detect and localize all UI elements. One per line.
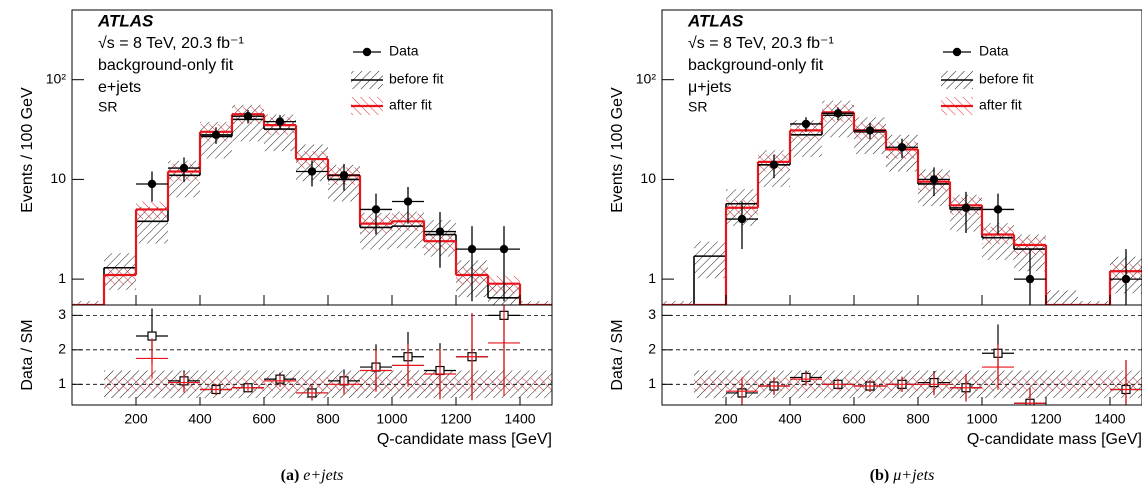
x-tick-label: 1400 xyxy=(1094,411,1125,427)
annotation: SR xyxy=(98,99,117,115)
annotation: √s = 8 TeV, 20.3 fb⁻¹ xyxy=(98,35,244,52)
y-tick-label: 1 xyxy=(648,270,656,286)
x-tick-label: 600 xyxy=(842,411,866,427)
x-axis-label: Q-candidate mass [GeV] xyxy=(967,431,1142,448)
caption-label: (b) xyxy=(870,467,890,484)
uncertainty-band xyxy=(694,308,726,326)
annotation: e+jets xyxy=(98,79,141,96)
data-point xyxy=(179,163,189,173)
legend-data-marker xyxy=(362,47,372,57)
data-point xyxy=(403,197,413,206)
ratio-frame xyxy=(71,304,553,406)
data-point xyxy=(833,109,843,118)
x-tick-label: 1200 xyxy=(440,411,471,427)
ratio-plot xyxy=(662,314,1142,405)
x-axis-label: Q-candidate mass [GeV] xyxy=(377,431,552,448)
annotation: SR xyxy=(688,99,707,115)
uncertainty-band xyxy=(1046,290,1078,305)
data-point xyxy=(211,130,221,140)
data-point xyxy=(243,112,253,121)
x-tick-label: 1200 xyxy=(1030,411,1061,427)
ratio-y-tick-label: 3 xyxy=(648,306,656,322)
legend-label: before fit xyxy=(979,71,1034,87)
ratio-y-tick-label: 2 xyxy=(648,341,656,357)
uncertainty-band xyxy=(520,301,552,305)
uncertainty-band xyxy=(662,308,694,326)
uncertainty-band xyxy=(1046,308,1078,326)
ratio-axis-label: Data / SM xyxy=(19,319,36,390)
legend-label: Data xyxy=(979,43,1009,59)
y-tick-label: 10 xyxy=(640,170,656,186)
caption: (a) e+jets xyxy=(281,467,344,484)
caption-text: e+jets xyxy=(303,467,343,484)
data-point xyxy=(307,167,317,176)
y-axis-label: Events / 100 GeV xyxy=(609,87,626,213)
data-point xyxy=(1025,274,1035,284)
legend-label: after fit xyxy=(389,97,432,113)
uncertainty-band xyxy=(1078,308,1110,326)
caption-label: (a) xyxy=(281,467,300,484)
ratio-y-tick-label: 2 xyxy=(58,341,66,357)
y-tick-label: 1 xyxy=(58,270,66,286)
data-point xyxy=(371,205,381,214)
ratio-frame xyxy=(661,304,1142,406)
data-point xyxy=(1121,274,1131,284)
data-point xyxy=(961,203,971,212)
y-tick-label: 10² xyxy=(46,70,67,86)
x-tick-label: 1000 xyxy=(376,411,407,427)
legend-data-marker xyxy=(952,47,962,57)
data-point xyxy=(499,244,509,254)
caption: (b) μ+jets xyxy=(870,467,935,484)
annotation: background-only fit xyxy=(98,57,234,74)
y-axis-label: Events / 100 GeV xyxy=(19,87,36,213)
annotation: ATLAS xyxy=(687,11,744,30)
data-point xyxy=(275,117,285,126)
x-tick-label: 600 xyxy=(252,411,276,427)
uncertainty-band xyxy=(694,241,726,279)
legend-label: Data xyxy=(389,43,419,59)
annotation: background-only fit xyxy=(688,57,824,74)
data-point xyxy=(769,160,779,170)
x-tick-label: 200 xyxy=(714,411,738,427)
data-point xyxy=(339,171,349,180)
ratio-plot xyxy=(72,305,552,401)
uncertainty-band xyxy=(72,301,104,305)
uncertainty-band xyxy=(1078,301,1110,305)
y-tick-label: 10 xyxy=(50,170,66,186)
data-point xyxy=(147,179,157,189)
data-point xyxy=(435,227,445,236)
uncertainty-band xyxy=(662,301,694,305)
main-plot xyxy=(72,104,552,326)
data-point xyxy=(929,175,939,184)
data-point xyxy=(801,119,811,129)
x-tick-label: 800 xyxy=(316,411,340,427)
annotation: ATLAS xyxy=(97,11,154,30)
x-tick-label: 200 xyxy=(124,411,148,427)
x-tick-label: 1000 xyxy=(966,411,997,427)
ratio-y-tick-label: 3 xyxy=(58,306,66,322)
data-point xyxy=(467,244,477,254)
uncertainty-band xyxy=(72,308,104,326)
y-tick-label: 10² xyxy=(636,70,657,86)
legend-label: after fit xyxy=(979,97,1022,113)
data-point xyxy=(865,126,875,135)
main-plot xyxy=(662,100,1142,326)
ratio-y-tick-label: 1 xyxy=(648,375,656,391)
x-tick-label: 800 xyxy=(906,411,930,427)
data-point xyxy=(993,205,1003,214)
x-tick-label: 1400 xyxy=(504,411,535,427)
annotation: √s = 8 TeV, 20.3 fb⁻¹ xyxy=(688,35,834,52)
ratio-axis-label: Data / SM xyxy=(609,319,626,390)
uncertainty-band xyxy=(520,308,552,326)
annotation: μ+jets xyxy=(688,79,731,96)
x-tick-label: 400 xyxy=(188,411,212,427)
ratio-y-tick-label: 1 xyxy=(58,375,66,391)
data-point xyxy=(897,143,907,152)
legend-label: before fit xyxy=(389,71,444,87)
caption-text: μ+jets xyxy=(892,467,934,484)
data-point xyxy=(737,214,747,224)
x-tick-label: 400 xyxy=(778,411,802,427)
